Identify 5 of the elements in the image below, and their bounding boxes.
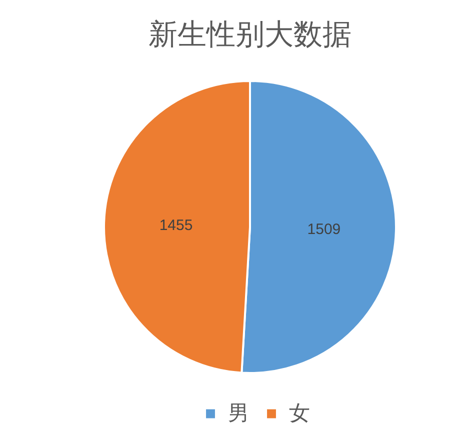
data-label: 1455 [159,216,193,234]
legend-label: 男 [228,400,249,425]
data-label: 1509 [307,221,341,238]
chart-title: 新生性别大数据 [148,19,352,51]
legend-label: 女 [289,400,310,425]
